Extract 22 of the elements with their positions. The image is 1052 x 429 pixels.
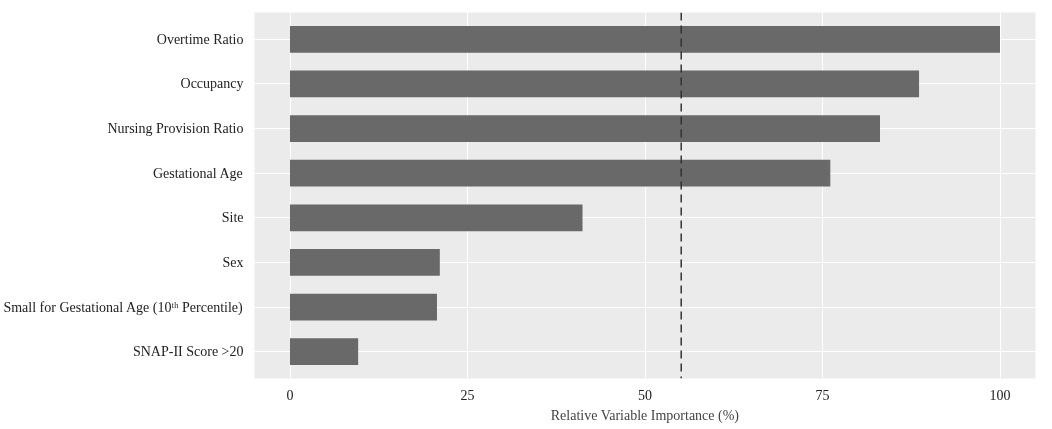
x-tick-label: 0 [286, 387, 294, 403]
y-tick-label: Overtime Ratio [156, 31, 244, 47]
bar [290, 249, 440, 276]
y-tick-label: Small for Gestational Age (10ᵗʰ Percentile) [3, 299, 244, 316]
x-tick-label: 50 [638, 387, 652, 403]
y-tick-label: Gestational Age [152, 165, 243, 181]
bar [290, 293, 437, 321]
x-tick-label: 100 [989, 387, 1011, 403]
y-tick-label: Occupancy [180, 76, 244, 92]
y-tick-label: Sex [222, 254, 244, 270]
x-axis-title: Relative Variable Importance (%) [550, 407, 740, 424]
bar [290, 25, 1000, 53]
bar [290, 338, 359, 366]
y-tick-label: Site [221, 210, 244, 226]
bar [290, 115, 881, 142]
x-tick-label: 25 [460, 387, 475, 403]
x-tick-label: 75 [815, 387, 830, 403]
bar [290, 159, 831, 187]
y-tick-label: SNAP-II Score >20 [132, 344, 244, 360]
y-tick-label: Nursing Provision Ratio [107, 121, 244, 137]
bar [290, 70, 920, 98]
bar [290, 204, 583, 232]
